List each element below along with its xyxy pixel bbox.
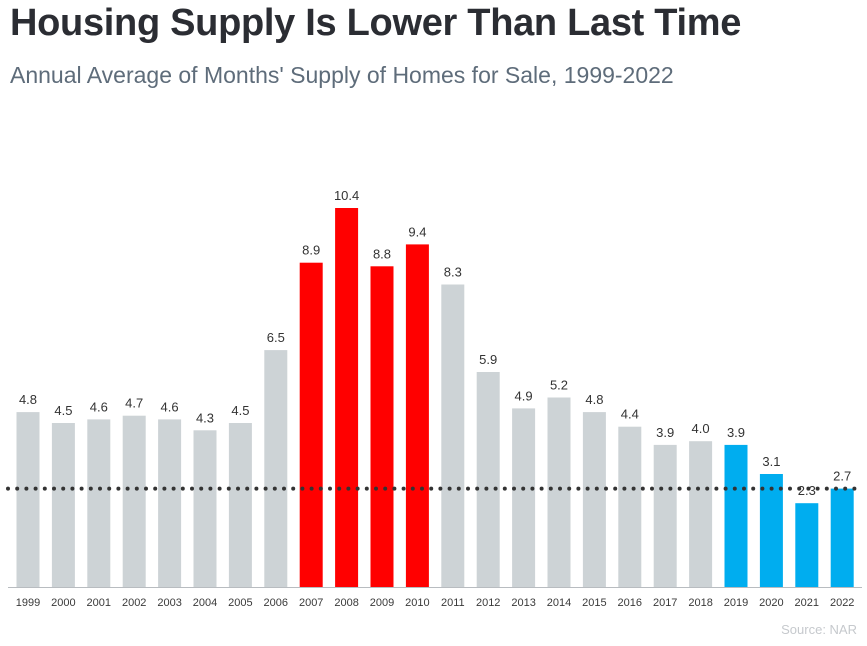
value-label-2012: 5.9: [479, 352, 497, 367]
year-label-2016: 2016: [618, 597, 642, 609]
year-label-2020: 2020: [759, 597, 783, 609]
value-label-2010: 9.4: [408, 224, 426, 239]
bars-layer: [8, 208, 862, 588]
bar-2001: [87, 419, 111, 587]
bar-2010: [405, 244, 429, 587]
year-label-1999: 1999: [16, 597, 40, 609]
bar-2000: [51, 423, 75, 587]
value-label-2019: 3.9: [727, 425, 745, 440]
year-label-2014: 2014: [547, 597, 571, 609]
source-note: Source: NAR: [781, 622, 857, 637]
bar-2005: [228, 423, 252, 587]
value-label-2018: 4.0: [692, 421, 710, 436]
value-label-2017: 3.9: [656, 425, 674, 440]
bar-2002: [122, 415, 146, 587]
value-label-2005: 4.5: [231, 403, 249, 418]
value-label-2013: 4.9: [515, 388, 533, 403]
value-label-2011: 8.3: [444, 265, 462, 280]
value-label-2001: 4.6: [90, 399, 108, 414]
bar-2016: [618, 426, 642, 587]
year-label-2000: 2000: [51, 597, 75, 609]
year-labels-layer: 1999 2000 2001 2002 2003 2004 2005 2006 2007 2008…: [16, 597, 855, 609]
bar-2020: [759, 474, 783, 587]
bar-1999: [16, 412, 40, 587]
bar-2019: [724, 444, 748, 587]
value-label-2016: 4.4: [621, 407, 639, 422]
year-label-2015: 2015: [582, 597, 606, 609]
bar-2006: [264, 350, 288, 587]
year-label-2001: 2001: [87, 597, 111, 609]
value-label-2021: 2.3: [798, 483, 816, 498]
bar-2011: [441, 284, 465, 587]
bar-2004: [193, 430, 217, 587]
year-label-2002: 2002: [122, 597, 146, 609]
value-label-2008: 10.4: [334, 188, 359, 203]
year-label-2010: 2010: [405, 597, 429, 609]
year-label-2005: 2005: [228, 597, 252, 609]
year-label-2003: 2003: [157, 597, 181, 609]
year-label-2017: 2017: [653, 597, 677, 609]
value-label-2007: 8.9: [302, 243, 320, 258]
bar-2022: [830, 488, 854, 587]
year-label-2022: 2022: [830, 597, 854, 609]
value-label-2014: 5.2: [550, 378, 568, 393]
year-label-2019: 2019: [724, 597, 748, 609]
year-label-2012: 2012: [476, 597, 500, 609]
year-label-2009: 2009: [370, 597, 394, 609]
bar-2008: [335, 208, 359, 587]
bar-2021: [795, 503, 819, 587]
year-label-2011: 2011: [441, 597, 465, 609]
year-label-2018: 2018: [688, 597, 712, 609]
value-labels-layer: 4.8 4.5 4.6 4.7 4.6 4.3 4.5 6.5 8.9 10.4 8.8 9.4 8.3…: [19, 188, 851, 498]
year-label-2006: 2006: [264, 597, 288, 609]
bar-2009: [370, 266, 394, 587]
bar-2018: [689, 441, 713, 587]
bar-2013: [512, 408, 536, 587]
bar-2014: [547, 397, 571, 587]
year-label-2008: 2008: [334, 597, 358, 609]
year-label-2013: 2013: [511, 597, 535, 609]
value-label-2009: 8.8: [373, 246, 391, 261]
chart-title: Housing Supply Is Lower Than Last Time: [10, 2, 742, 44]
value-label-2022: 2.7: [833, 469, 851, 484]
value-label-2020: 3.1: [762, 454, 780, 469]
chart-subtitle: Annual Average of Months' Supply of Home…: [10, 62, 674, 88]
bar-2003: [158, 419, 182, 587]
value-label-2003: 4.6: [161, 399, 179, 414]
value-label-2004: 4.3: [196, 410, 214, 425]
value-label-2015: 4.8: [585, 392, 603, 407]
value-label-2002: 4.7: [125, 396, 143, 411]
bar-2007: [299, 262, 323, 587]
year-label-2007: 2007: [299, 597, 323, 609]
value-label-1999: 4.8: [19, 392, 37, 407]
year-label-2004: 2004: [193, 597, 217, 609]
value-label-2000: 4.5: [54, 403, 72, 418]
bar-2015: [582, 412, 606, 587]
value-label-2006: 6.5: [267, 330, 285, 345]
bar-2012: [476, 372, 500, 587]
year-label-2021: 2021: [795, 597, 819, 609]
bar-2017: [653, 444, 677, 587]
